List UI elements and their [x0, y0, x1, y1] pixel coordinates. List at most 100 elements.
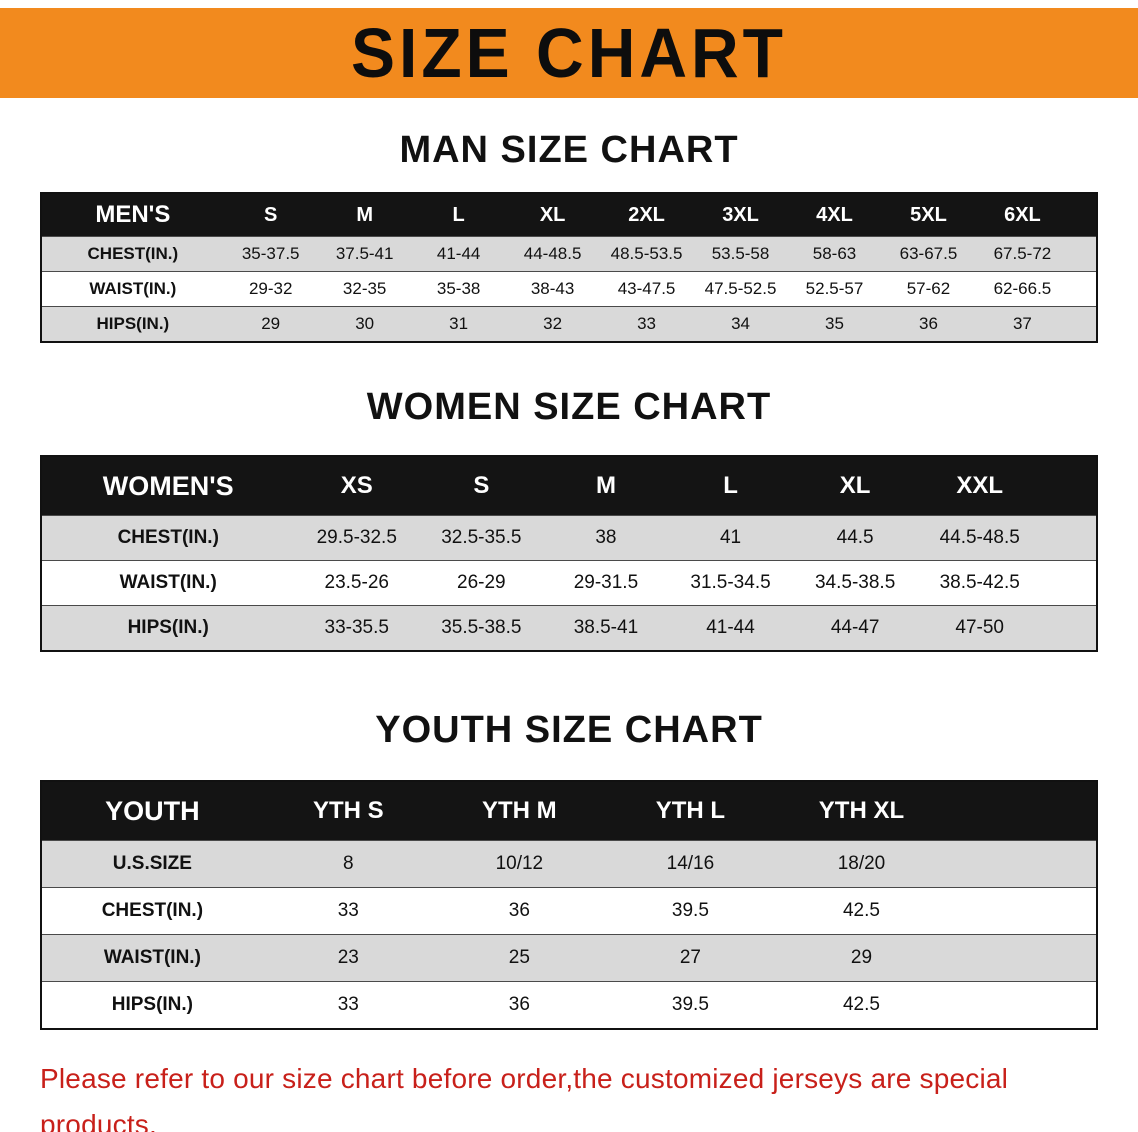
table-cell: 30: [317, 306, 412, 342]
table-row: U.S.SIZE 8 10/12 14/16 18/20: [41, 840, 1097, 888]
filler-cell: [1042, 605, 1097, 651]
size-column-header: S: [223, 193, 318, 237]
women-size-table: WOMEN'S XS S M L XL XXL CHEST(IN.) 29.5-32.5 32.5…: [40, 455, 1098, 652]
table-cell: 52.5-57: [787, 271, 882, 307]
size-column-header: 3XL: [693, 193, 788, 237]
table-cell: 44.5-48.5: [917, 515, 1043, 561]
filler-cell: [947, 887, 1097, 935]
table-cell: 29-32: [223, 271, 318, 307]
table-header-row: WOMEN'S XS S M L XL XXL: [41, 456, 1097, 516]
table-cell: 31: [411, 306, 506, 342]
table-cell: 36: [881, 306, 976, 342]
filler-cell: [947, 934, 1097, 982]
row-label: WAIST(IN.): [41, 934, 263, 982]
table-cell: 18/20: [775, 840, 947, 888]
table-header-row: MEN'S S M L XL 2XL 3XL 4XL 5XL 6XL: [41, 193, 1097, 237]
size-column-header: M: [317, 193, 412, 237]
row-label: WAIST(IN.): [41, 560, 295, 606]
table-cell: 35-37.5: [223, 236, 318, 272]
filler-cell: [1042, 456, 1097, 516]
table-cell: 48.5-53.5: [599, 236, 694, 272]
table-row: CHEST(IN.) 29.5-32.5 32.5-35.5 38 41 44.5 44.5…: [41, 515, 1097, 561]
women-section-heading: WOMEN SIZE CHART: [366, 386, 772, 428]
table-cell: 29: [223, 306, 318, 342]
table-header-label: WOMEN'S: [41, 456, 295, 516]
table-cell: 34: [693, 306, 788, 342]
table-cell: 29-31.5: [543, 560, 669, 606]
youth-section-heading: YOUTH SIZE CHART: [375, 709, 763, 751]
size-column-header: 6XL: [975, 193, 1070, 237]
size-column-header: YTH XL: [775, 781, 947, 841]
table-cell: 41-44: [668, 605, 793, 651]
table-cell: 38.5-41: [543, 605, 669, 651]
table-header-label: MEN'S: [41, 193, 224, 237]
size-column-header: XL: [505, 193, 600, 237]
table-cell: 47.5-52.5: [693, 271, 788, 307]
table-cell: 39.5: [604, 887, 776, 935]
size-column-header: XXL: [917, 456, 1043, 516]
row-label: U.S.SIZE: [41, 840, 263, 888]
size-column-header: 4XL: [787, 193, 882, 237]
table-cell: 53.5-58: [693, 236, 788, 272]
men-size-table: MEN'S S M L XL 2XL 3XL 4XL 5XL 6XL CHEST(IN.) 35-37…: [40, 192, 1098, 343]
filler-cell: [1069, 271, 1097, 307]
table-cell: 37.5-41: [317, 236, 412, 272]
table-row: CHEST(IN.) 33 36 39.5 42.5: [41, 887, 1097, 935]
size-column-header: 5XL: [881, 193, 976, 237]
table-cell: 42.5: [775, 981, 947, 1029]
table-cell: 14/16: [604, 840, 776, 888]
filler-cell: [1069, 193, 1097, 237]
table-cell: 23: [262, 934, 434, 982]
table-cell: 32-35: [317, 271, 412, 307]
table-cell: 8: [262, 840, 434, 888]
table-cell: 39.5: [604, 981, 776, 1029]
table-row: WAIST(IN.) 23 25 27 29: [41, 934, 1097, 982]
table-cell: 27: [604, 934, 776, 982]
filler-cell: [1069, 236, 1097, 272]
table-row: WAIST(IN.) 29-32 32-35 35-38 38-43 43-47.5 47.…: [41, 271, 1097, 307]
table-cell: 34.5-38.5: [792, 560, 918, 606]
table-cell: 44-48.5: [505, 236, 600, 272]
table-cell: 31.5-34.5: [668, 560, 793, 606]
row-label: HIPS(IN.): [41, 981, 263, 1029]
table-cell: 36: [433, 887, 605, 935]
table-row: HIPS(IN.) 33-35.5 35.5-38.5 38.5-41 41-44 44-…: [41, 605, 1097, 651]
table-cell: 26-29: [419, 560, 544, 606]
size-column-header: L: [411, 193, 506, 237]
table-cell: 33: [262, 981, 434, 1029]
size-column-header: 2XL: [599, 193, 694, 237]
row-label: CHEST(IN.): [41, 887, 263, 935]
table-cell: 44.5: [792, 515, 918, 561]
size-column-header: YTH S: [262, 781, 434, 841]
table-cell: 47-50: [917, 605, 1043, 651]
size-column-header: S: [419, 456, 544, 516]
table-row: HIPS(IN.) 29 30 31 32 33 34 35 36 37: [41, 306, 1097, 342]
table-cell: 42.5: [775, 887, 947, 935]
size-column-header: YTH L: [604, 781, 776, 841]
table-cell: 38-43: [505, 271, 600, 307]
size-column-header: XL: [792, 456, 918, 516]
table-row: WAIST(IN.) 23.5-26 26-29 29-31.5 31.5-34.5 34…: [41, 560, 1097, 606]
table-cell: 10/12: [433, 840, 605, 888]
table-cell: 43-47.5: [599, 271, 694, 307]
table-header-label: YOUTH: [41, 781, 263, 841]
table-header-row: YOUTH YTH S YTH M YTH L YTH XL: [41, 781, 1097, 841]
table-cell: 58-63: [787, 236, 882, 272]
men-section-heading: MAN SIZE CHART: [399, 129, 739, 171]
filler-cell: [947, 840, 1097, 888]
table-cell: 44-47: [792, 605, 918, 651]
table-cell: 29.5-32.5: [294, 515, 420, 561]
table-cell: 38.5-42.5: [917, 560, 1043, 606]
footer-note: Please refer to our size chart before or…: [40, 1056, 1098, 1132]
table-row: CHEST(IN.) 35-37.5 37.5-41 41-44 44-48.5 48.5…: [41, 236, 1097, 272]
table-cell: 41: [668, 515, 793, 561]
table-cell: 35-38: [411, 271, 506, 307]
note-line-1: Please refer to our size chart before or…: [40, 1063, 1009, 1132]
banner-title: SIZE CHART: [351, 14, 787, 92]
table-cell: 32: [505, 306, 600, 342]
filler-cell: [947, 981, 1097, 1029]
table-cell: 41-44: [411, 236, 506, 272]
table-cell: 33: [262, 887, 434, 935]
filler-cell: [947, 781, 1097, 841]
